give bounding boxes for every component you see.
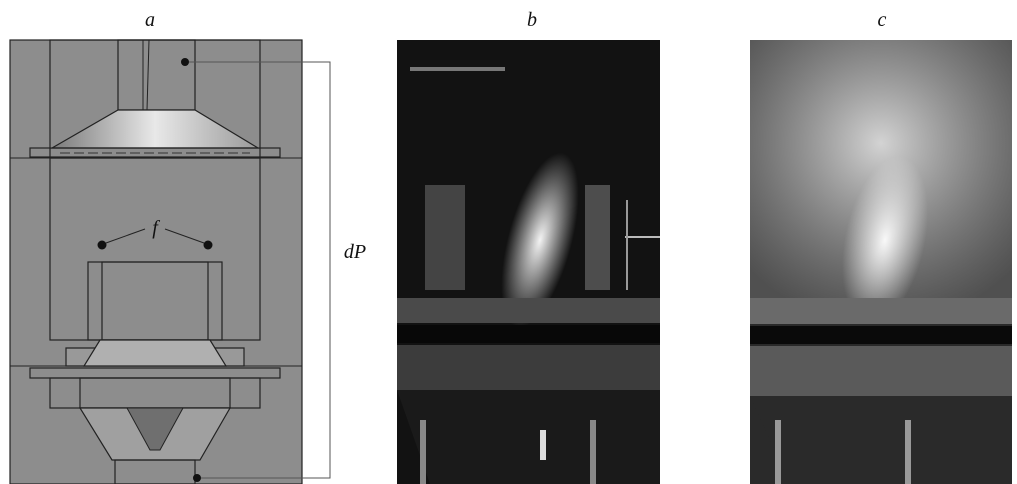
- figure: a b c f dP: [0, 0, 1017, 484]
- panel-label: a: [145, 9, 155, 31]
- panel-label: b: [527, 9, 537, 31]
- schematic: f: [10, 40, 330, 484]
- pressure-label: dP: [344, 241, 366, 263]
- photo-b: [397, 40, 660, 484]
- page: a b c f dP: [0, 0, 1017, 484]
- panel-label: c: [878, 9, 887, 31]
- photo-c: [750, 40, 1012, 484]
